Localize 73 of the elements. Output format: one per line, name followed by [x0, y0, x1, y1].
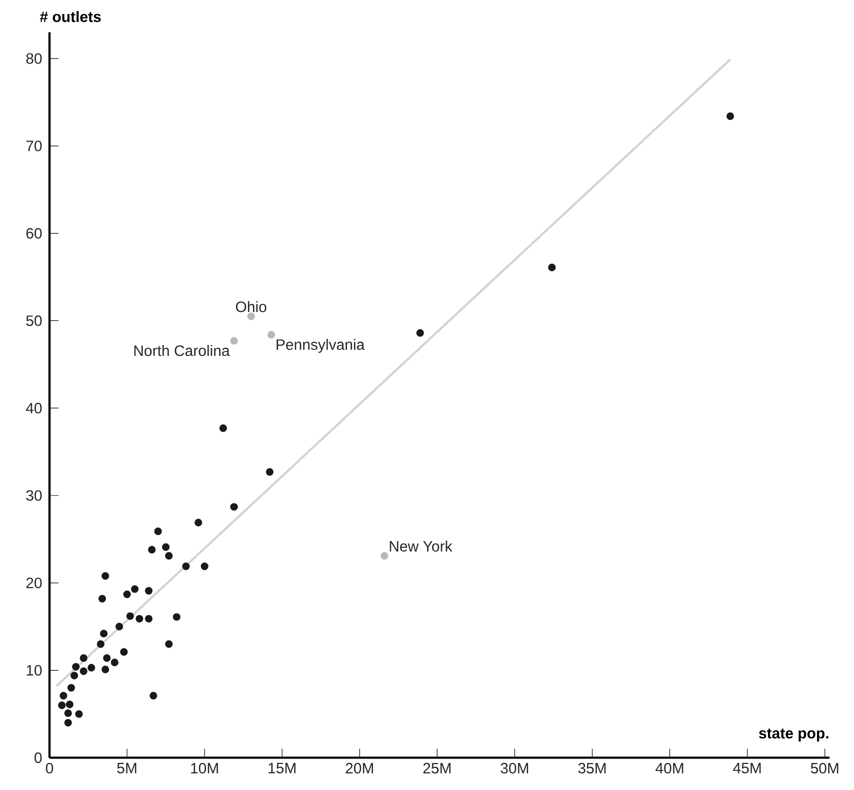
x-tick-label: 0 [46, 762, 54, 774]
point [200, 562, 208, 570]
point [70, 672, 78, 680]
x-tick-label: 35M [578, 762, 606, 774]
point [416, 329, 424, 337]
point [102, 666, 110, 674]
x-tick-label: 5M [117, 762, 136, 774]
point [64, 709, 72, 717]
point [110, 658, 118, 666]
point [247, 312, 255, 320]
point [136, 614, 144, 623]
x-tick-label: 10M [191, 762, 218, 774]
x-tick-label: 20M [346, 762, 373, 774]
y-tick-label: 20 [26, 578, 42, 588]
point [64, 718, 72, 727]
point [120, 648, 128, 656]
point [182, 562, 190, 570]
y-tick-label: 70 [26, 140, 42, 152]
point [148, 546, 156, 554]
point [58, 701, 66, 710]
point [130, 585, 139, 593]
point [115, 622, 124, 630]
point [726, 112, 734, 120]
point [100, 630, 108, 638]
y-axis-title: # outlets [40, 11, 101, 22]
point [80, 667, 88, 675]
point [80, 654, 88, 662]
y-tick-label: 50 [26, 315, 42, 326]
x-tick-label: 40M [656, 762, 684, 774]
annotation: North Carolina [134, 345, 230, 356]
point [267, 330, 276, 338]
point [150, 692, 158, 700]
point [380, 552, 388, 560]
point [98, 594, 106, 602]
point [72, 663, 80, 671]
point [219, 424, 227, 432]
point [88, 664, 96, 672]
point [165, 552, 173, 560]
point [103, 654, 111, 662]
annotation: Ohio [236, 301, 266, 312]
y-tick-label: 0 [34, 752, 42, 764]
y-tick-label: 80 [26, 53, 42, 64]
y-tick-label: 10 [26, 664, 42, 676]
y-tick-label: 60 [26, 228, 42, 239]
point [126, 612, 134, 620]
x-tick-label: 25M [423, 762, 451, 774]
annotation: New York [390, 540, 452, 552]
point [60, 692, 68, 700]
annotation: Pennsylvania [276, 338, 365, 353]
x-tick-label: 50M [810, 762, 838, 774]
point [194, 518, 202, 526]
point [172, 613, 180, 621]
point [266, 468, 274, 476]
point [548, 264, 556, 272]
point [66, 700, 74, 708]
point [154, 528, 162, 536]
x-tick-label: 15M [268, 762, 296, 774]
x-axis-title: state pop. [759, 728, 828, 742]
x-tick-label: 30M [500, 762, 528, 774]
point [230, 503, 238, 511]
y-tick-label: 30 [26, 490, 42, 501]
point [96, 640, 104, 648]
point [102, 572, 110, 580]
x-tick-label: 45M [733, 762, 761, 774]
point [162, 543, 170, 551]
y-tick-label: 40 [26, 402, 42, 414]
point [144, 586, 153, 595]
point [230, 337, 238, 345]
point [123, 590, 131, 598]
point [75, 710, 83, 718]
point [67, 684, 76, 692]
point [165, 640, 173, 648]
point [144, 614, 153, 623]
